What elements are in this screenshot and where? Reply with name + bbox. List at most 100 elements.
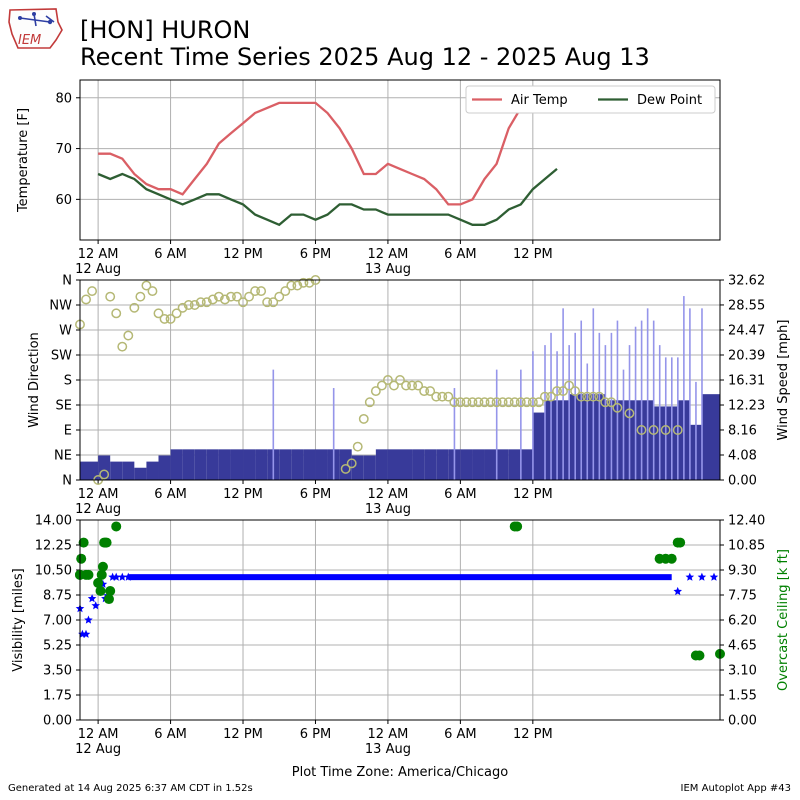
wind-direction-tick-label: SW bbox=[51, 349, 72, 364]
wind-speed-bar bbox=[255, 449, 268, 480]
wind-direction-point bbox=[262, 297, 273, 308]
wind-direction-markers bbox=[75, 275, 683, 485]
wind-gust-bar bbox=[568, 345, 570, 480]
x-tick-date-label: 13 Aug bbox=[365, 502, 411, 517]
wind-speed-bar bbox=[303, 449, 316, 480]
x-tick-date-label: 13 Aug bbox=[365, 742, 411, 757]
wind-speed-bar bbox=[243, 449, 256, 480]
wind-gust-bar bbox=[598, 332, 601, 480]
wind-direction-point bbox=[346, 458, 357, 469]
wind-direction-point bbox=[376, 380, 387, 391]
ceiling-tick-label: 7.75 bbox=[728, 589, 757, 604]
wind-speed-bar bbox=[460, 449, 473, 480]
wind-direction-point bbox=[449, 397, 460, 408]
wind-speed-tick-label: 8.16 bbox=[728, 423, 757, 438]
x-tick-label: 12 AM bbox=[78, 247, 119, 262]
wind-gust-bar bbox=[453, 388, 456, 480]
wind-direction-point bbox=[370, 386, 381, 397]
visibility-point bbox=[118, 572, 127, 581]
wind-direction-point bbox=[401, 380, 411, 391]
wind-direction-point bbox=[606, 397, 617, 408]
wind-gust-bar bbox=[574, 332, 576, 480]
wind-direction-point bbox=[286, 280, 297, 291]
y-axis-label: Temperature [F] bbox=[16, 108, 31, 213]
wind-direction-point bbox=[558, 386, 568, 397]
wind-direction-point bbox=[81, 294, 91, 305]
wind-direction-point bbox=[491, 397, 502, 408]
wind-direction-point bbox=[232, 291, 242, 302]
x-tick-label: 12 PM bbox=[223, 487, 263, 502]
wind-direction-point bbox=[135, 291, 146, 302]
wind-speed-bar bbox=[436, 449, 449, 480]
wind-direction-point bbox=[201, 297, 212, 308]
visibility-point bbox=[697, 572, 707, 581]
wind-direction-point bbox=[250, 286, 261, 297]
ceiling-point bbox=[103, 594, 114, 605]
wind-direction-point bbox=[437, 391, 448, 402]
wind-speed-bar bbox=[315, 449, 328, 480]
legend-label-air-temp: Air Temp bbox=[511, 93, 568, 108]
wind-speed-bar bbox=[122, 461, 135, 480]
wind-direction-point bbox=[431, 391, 442, 402]
x-tick-label: 6 AM bbox=[444, 727, 477, 742]
wind-gust-bar bbox=[664, 357, 667, 480]
visibility-tick-label: 1.75 bbox=[43, 689, 72, 704]
wind-direction-point bbox=[467, 397, 478, 408]
svg-text:IEM: IEM bbox=[18, 33, 41, 48]
wind-speed-bar bbox=[80, 461, 99, 480]
legend: Air Temp Dew Point bbox=[465, 85, 716, 114]
wind-direction-point bbox=[153, 308, 164, 319]
footer-app: IEM Autoplot App #43 bbox=[680, 783, 791, 794]
wind-direction-point bbox=[648, 425, 659, 435]
x-tick-label: 12 AM bbox=[368, 487, 409, 502]
wind-direction-tick-label: W bbox=[59, 324, 72, 339]
iem-logo-icon: IEM bbox=[8, 8, 63, 49]
x-axis-label: Plot Time Zone: America/Chicago bbox=[292, 765, 508, 780]
wind-direction-point bbox=[576, 391, 587, 402]
ceiling-point bbox=[97, 561, 108, 572]
ceiling-tick-label: 3.10 bbox=[728, 664, 757, 679]
wind-direction-point bbox=[389, 380, 399, 391]
ceiling-tick-label: 0.00 bbox=[728, 714, 757, 729]
wind-speed-bar bbox=[98, 455, 111, 480]
wind-speed-tick-label: 28.55 bbox=[728, 298, 765, 313]
wind-gust-bar bbox=[658, 345, 661, 480]
wind-speed-tick-label: 4.08 bbox=[728, 448, 757, 463]
wind-gust-bar bbox=[689, 308, 691, 480]
ceiling-point bbox=[105, 585, 116, 596]
wind-direction-point bbox=[624, 408, 635, 419]
wind-direction-point bbox=[413, 380, 424, 391]
wind-direction-point bbox=[292, 280, 303, 291]
wind-gust-bar bbox=[622, 369, 625, 480]
wind-speed-tick-label: 32.62 bbox=[728, 274, 765, 289]
wind-direction-point bbox=[105, 291, 116, 302]
wind-direction-point bbox=[455, 397, 466, 408]
y2-axis-label-wind-speed: Wind Speed [mph] bbox=[776, 320, 791, 441]
wind-direction-point bbox=[461, 397, 472, 408]
wind-speed-bar bbox=[218, 449, 231, 480]
ceiling-point bbox=[694, 650, 705, 661]
wind-speed-bar bbox=[230, 449, 244, 480]
wind-direction-point bbox=[515, 397, 526, 408]
x-tick-label: 6 PM bbox=[300, 727, 331, 742]
ceiling-tick-label: 10.85 bbox=[728, 539, 765, 554]
y-axis-label-visibility: Visibility [miles] bbox=[11, 568, 26, 671]
plot-frame bbox=[79, 519, 721, 721]
wind-direction-point bbox=[147, 286, 158, 297]
wind-direction-point bbox=[570, 386, 581, 397]
wind-direction-tick-label: S bbox=[64, 374, 72, 389]
wind-speed-bar bbox=[496, 449, 509, 480]
wind-speed-tick-label: 12.23 bbox=[728, 399, 765, 414]
x-tick-label: 6 AM bbox=[444, 247, 477, 262]
ceiling-point bbox=[93, 577, 104, 588]
visibility-tick-label: 0.00 bbox=[43, 714, 72, 729]
wind-direction-point bbox=[268, 297, 279, 308]
visibility-point bbox=[124, 572, 133, 581]
visibility-point bbox=[81, 629, 91, 638]
y-tick-label: 80 bbox=[55, 91, 72, 106]
wind-speed-tick-label: 20.39 bbox=[728, 348, 765, 363]
visibility-point bbox=[84, 615, 93, 624]
visibility-tick-label: 8.75 bbox=[43, 589, 72, 604]
